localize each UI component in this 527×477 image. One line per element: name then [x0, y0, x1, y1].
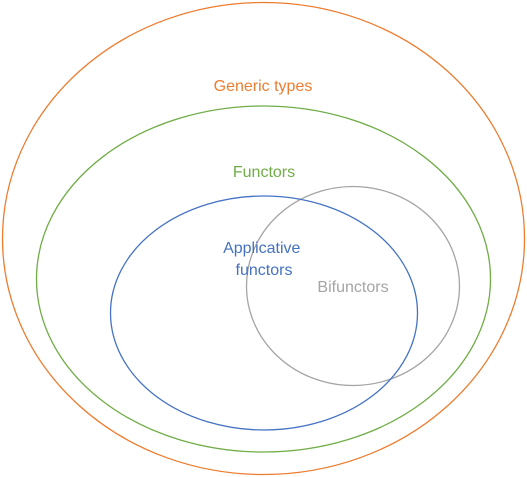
applicative-functors-label-line-1: Applicative — [223, 240, 300, 257]
applicative-functors-label: Applicative functors — [223, 240, 305, 279]
generic-types-label: Generic types — [214, 78, 313, 95]
bifunctors-set-ellipse — [245, 185, 461, 387]
applicative-functors-label-line-2: functors — [236, 262, 293, 279]
functors-label: Functors — [233, 164, 295, 181]
bifunctors-label: Bifunctors — [317, 279, 388, 296]
functors-set-ellipse — [35, 105, 492, 453]
applicative-functors-set-ellipse — [109, 195, 419, 431]
